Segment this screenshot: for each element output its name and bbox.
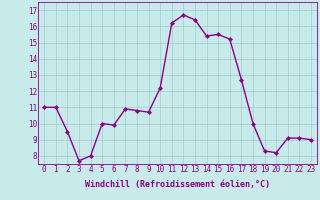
X-axis label: Windchill (Refroidissement éolien,°C): Windchill (Refroidissement éolien,°C) (85, 180, 270, 189)
